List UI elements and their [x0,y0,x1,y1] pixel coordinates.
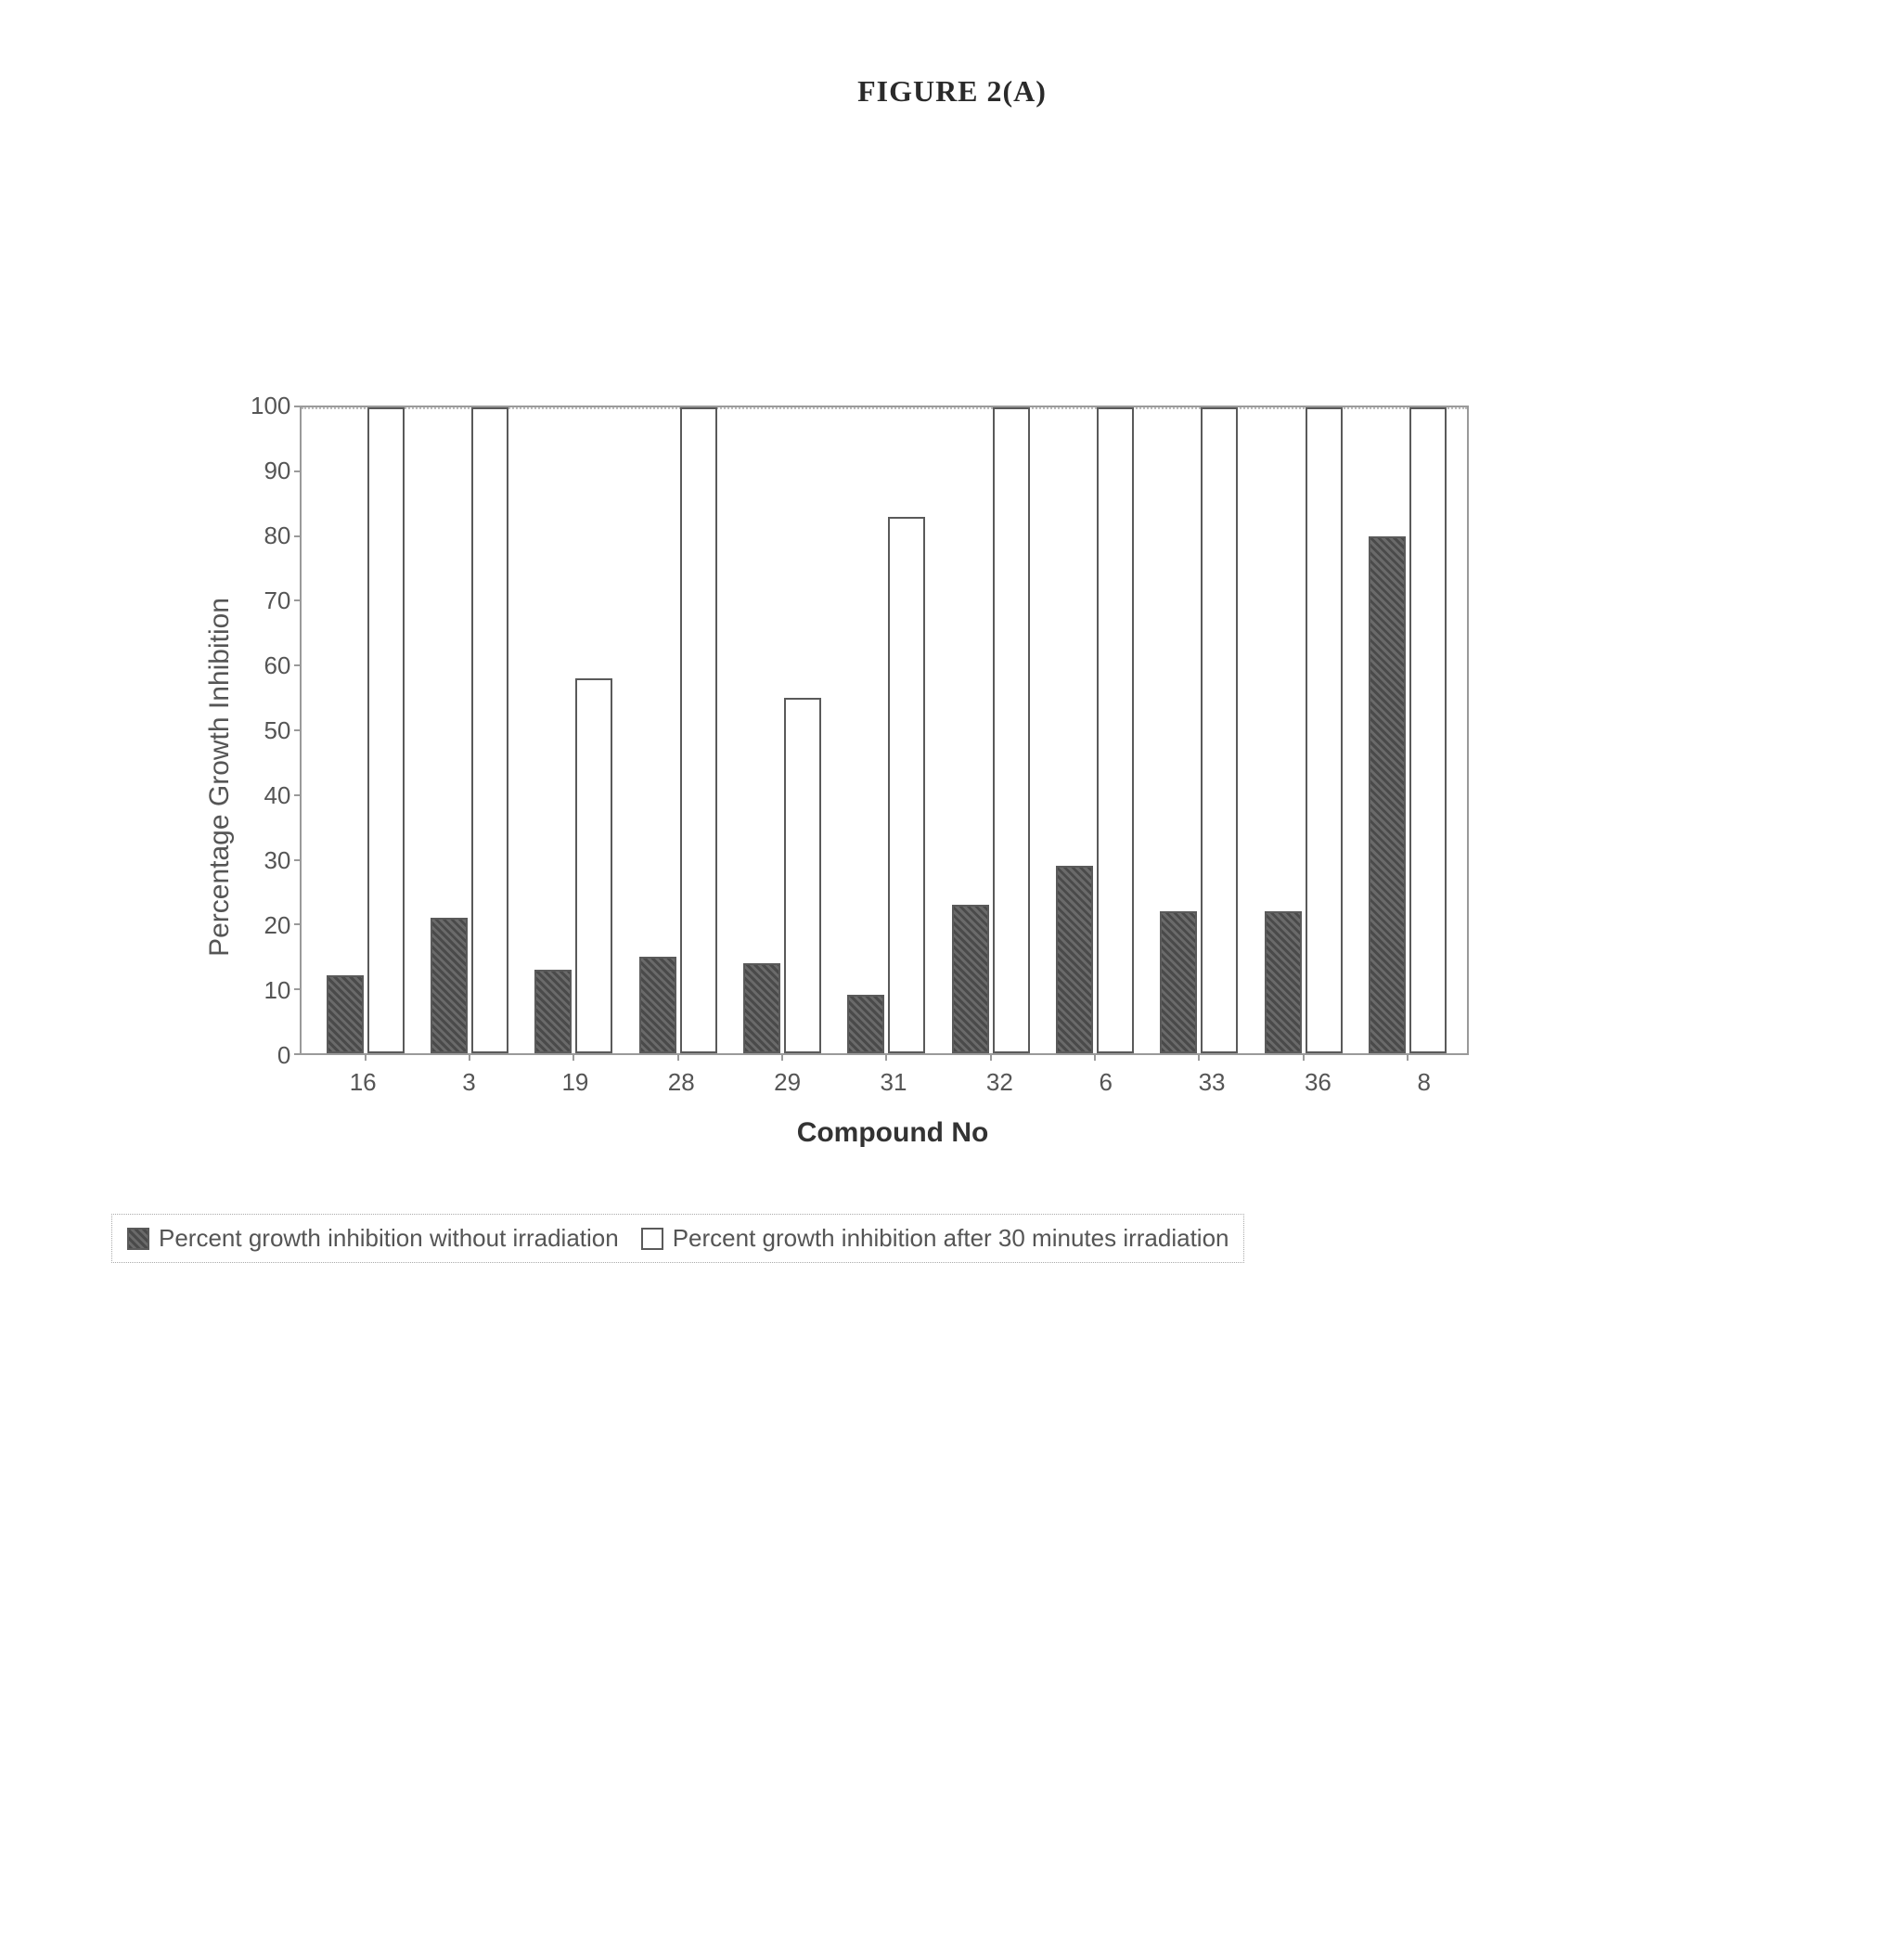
x-axis-label: Compound No [308,1097,1477,1149]
x-tick-mark-group [313,1053,417,1061]
bar-after_irradiation [888,517,925,1053]
x-tick-mark-group [1356,1053,1460,1061]
legend: Percent growth inhibition without irradi… [111,1214,1244,1263]
x-tick-mark-group [1043,1053,1147,1061]
chart-row: 100 90 80 70 60 50 40 30 20 10 0 [251,406,1477,1055]
x-tick-mark [1198,1053,1200,1061]
legend-label: Percent growth inhibition after 30 minut… [673,1224,1229,1253]
x-tick-label: 31 [841,1055,946,1097]
chart-container: Percentage Growth Inhibition 100 90 80 7… [204,406,1793,1149]
x-tick-marks [302,1053,1467,1061]
legend-label: Percent growth inhibition without irradi… [159,1224,619,1253]
tick-mark [294,859,302,861]
tick-mark [294,729,302,731]
bar-after_irradiation [784,698,821,1053]
bar-after_irradiation [1409,407,1447,1053]
bar-without_irradiation [952,905,989,1053]
bar-after_irradiation [993,407,1030,1053]
bar-after_irradiation [1201,407,1238,1053]
tick-mark [294,923,302,925]
x-tick-mark-group [1147,1053,1251,1061]
bar-without_irradiation [1056,866,1093,1053]
x-tick-mark [1094,1053,1096,1061]
x-tick-label: 8 [1371,1055,1477,1097]
bar-group [313,407,417,1053]
x-tick-mark-group [730,1053,834,1061]
plot-area [300,406,1469,1055]
x-tick-mark [365,1053,367,1061]
x-tick-mark [677,1053,679,1061]
x-tick-mark-group [418,1053,521,1061]
bar-after_irradiation [367,407,405,1053]
x-tick-label: 36 [1265,1055,1370,1097]
bar-group [418,407,521,1053]
bar-after_irradiation [1306,407,1343,1053]
x-tick-mark-group [625,1053,729,1061]
bar-without_irradiation [639,957,676,1053]
bar-after_irradiation [471,407,508,1053]
bar-after_irradiation [575,678,612,1053]
tick-mark [294,535,302,537]
bar-group [1043,407,1147,1053]
bar-group [1356,407,1460,1053]
legend-item-without: Percent growth inhibition without irradi… [127,1224,619,1253]
bar-without_irradiation [847,995,884,1053]
tick-mark [294,406,302,407]
figure-title: FIGURE 2(A) [111,74,1793,109]
bar-group [730,407,834,1053]
x-tick-mark [1407,1053,1409,1061]
x-tick-label: 28 [628,1055,734,1097]
x-tick-mark [469,1053,470,1061]
x-tick-mark [572,1053,574,1061]
bar-after_irradiation [680,407,717,1053]
bar-without_irradiation [327,975,364,1053]
legend-item-after: Percent growth inhibition after 30 minut… [641,1224,1229,1253]
bar-without_irradiation [1369,536,1406,1053]
tick-mark [294,988,302,990]
bar-group [1147,407,1251,1053]
bar-group [521,407,625,1053]
x-tick-label: 32 [946,1055,1052,1097]
bar-group [625,407,729,1053]
x-tick-mark-group [939,1053,1043,1061]
tick-mark [294,664,302,666]
x-tick-mark [990,1053,992,1061]
bars-area [302,407,1467,1053]
legend-swatch-open-icon [641,1228,663,1250]
bar-without_irradiation [431,918,468,1053]
x-tick-mark-group [521,1053,625,1061]
x-tick-label: 16 [310,1055,416,1097]
x-tick-label: 3 [416,1055,521,1097]
x-tick-label: 29 [734,1055,840,1097]
chart-and-axis: 100 90 80 70 60 50 40 30 20 10 0 [251,406,1477,1149]
tick-mark [294,599,302,601]
legend-swatch-filled-icon [127,1228,149,1250]
y-axis: 100 90 80 70 60 50 40 30 20 10 0 [251,406,300,1055]
bar-after_irradiation [1097,407,1134,1053]
y-tick-marks [294,406,302,1055]
y-axis-label: Percentage Growth Inhibition [204,598,236,957]
x-tick-label: 33 [1159,1055,1265,1097]
bar-without_irradiation [1265,911,1302,1053]
tick-mark [294,470,302,472]
tick-mark [294,1053,302,1055]
bar-group [1252,407,1356,1053]
x-tick-mark-group [1252,1053,1356,1061]
bar-without_irradiation [743,963,780,1053]
bar-without_irradiation [1160,911,1197,1053]
x-tick-mark [885,1053,887,1061]
x-tick-label: 6 [1053,1055,1159,1097]
bar-group [834,407,938,1053]
x-tick-mark [781,1053,783,1061]
bar-without_irradiation [534,970,572,1053]
x-tick-mark [1303,1053,1305,1061]
x-axis: 1631928293132633368 [308,1055,1477,1097]
tick-mark [294,794,302,796]
bar-group [939,407,1043,1053]
x-tick-label: 19 [522,1055,628,1097]
x-tick-mark-group [834,1053,938,1061]
